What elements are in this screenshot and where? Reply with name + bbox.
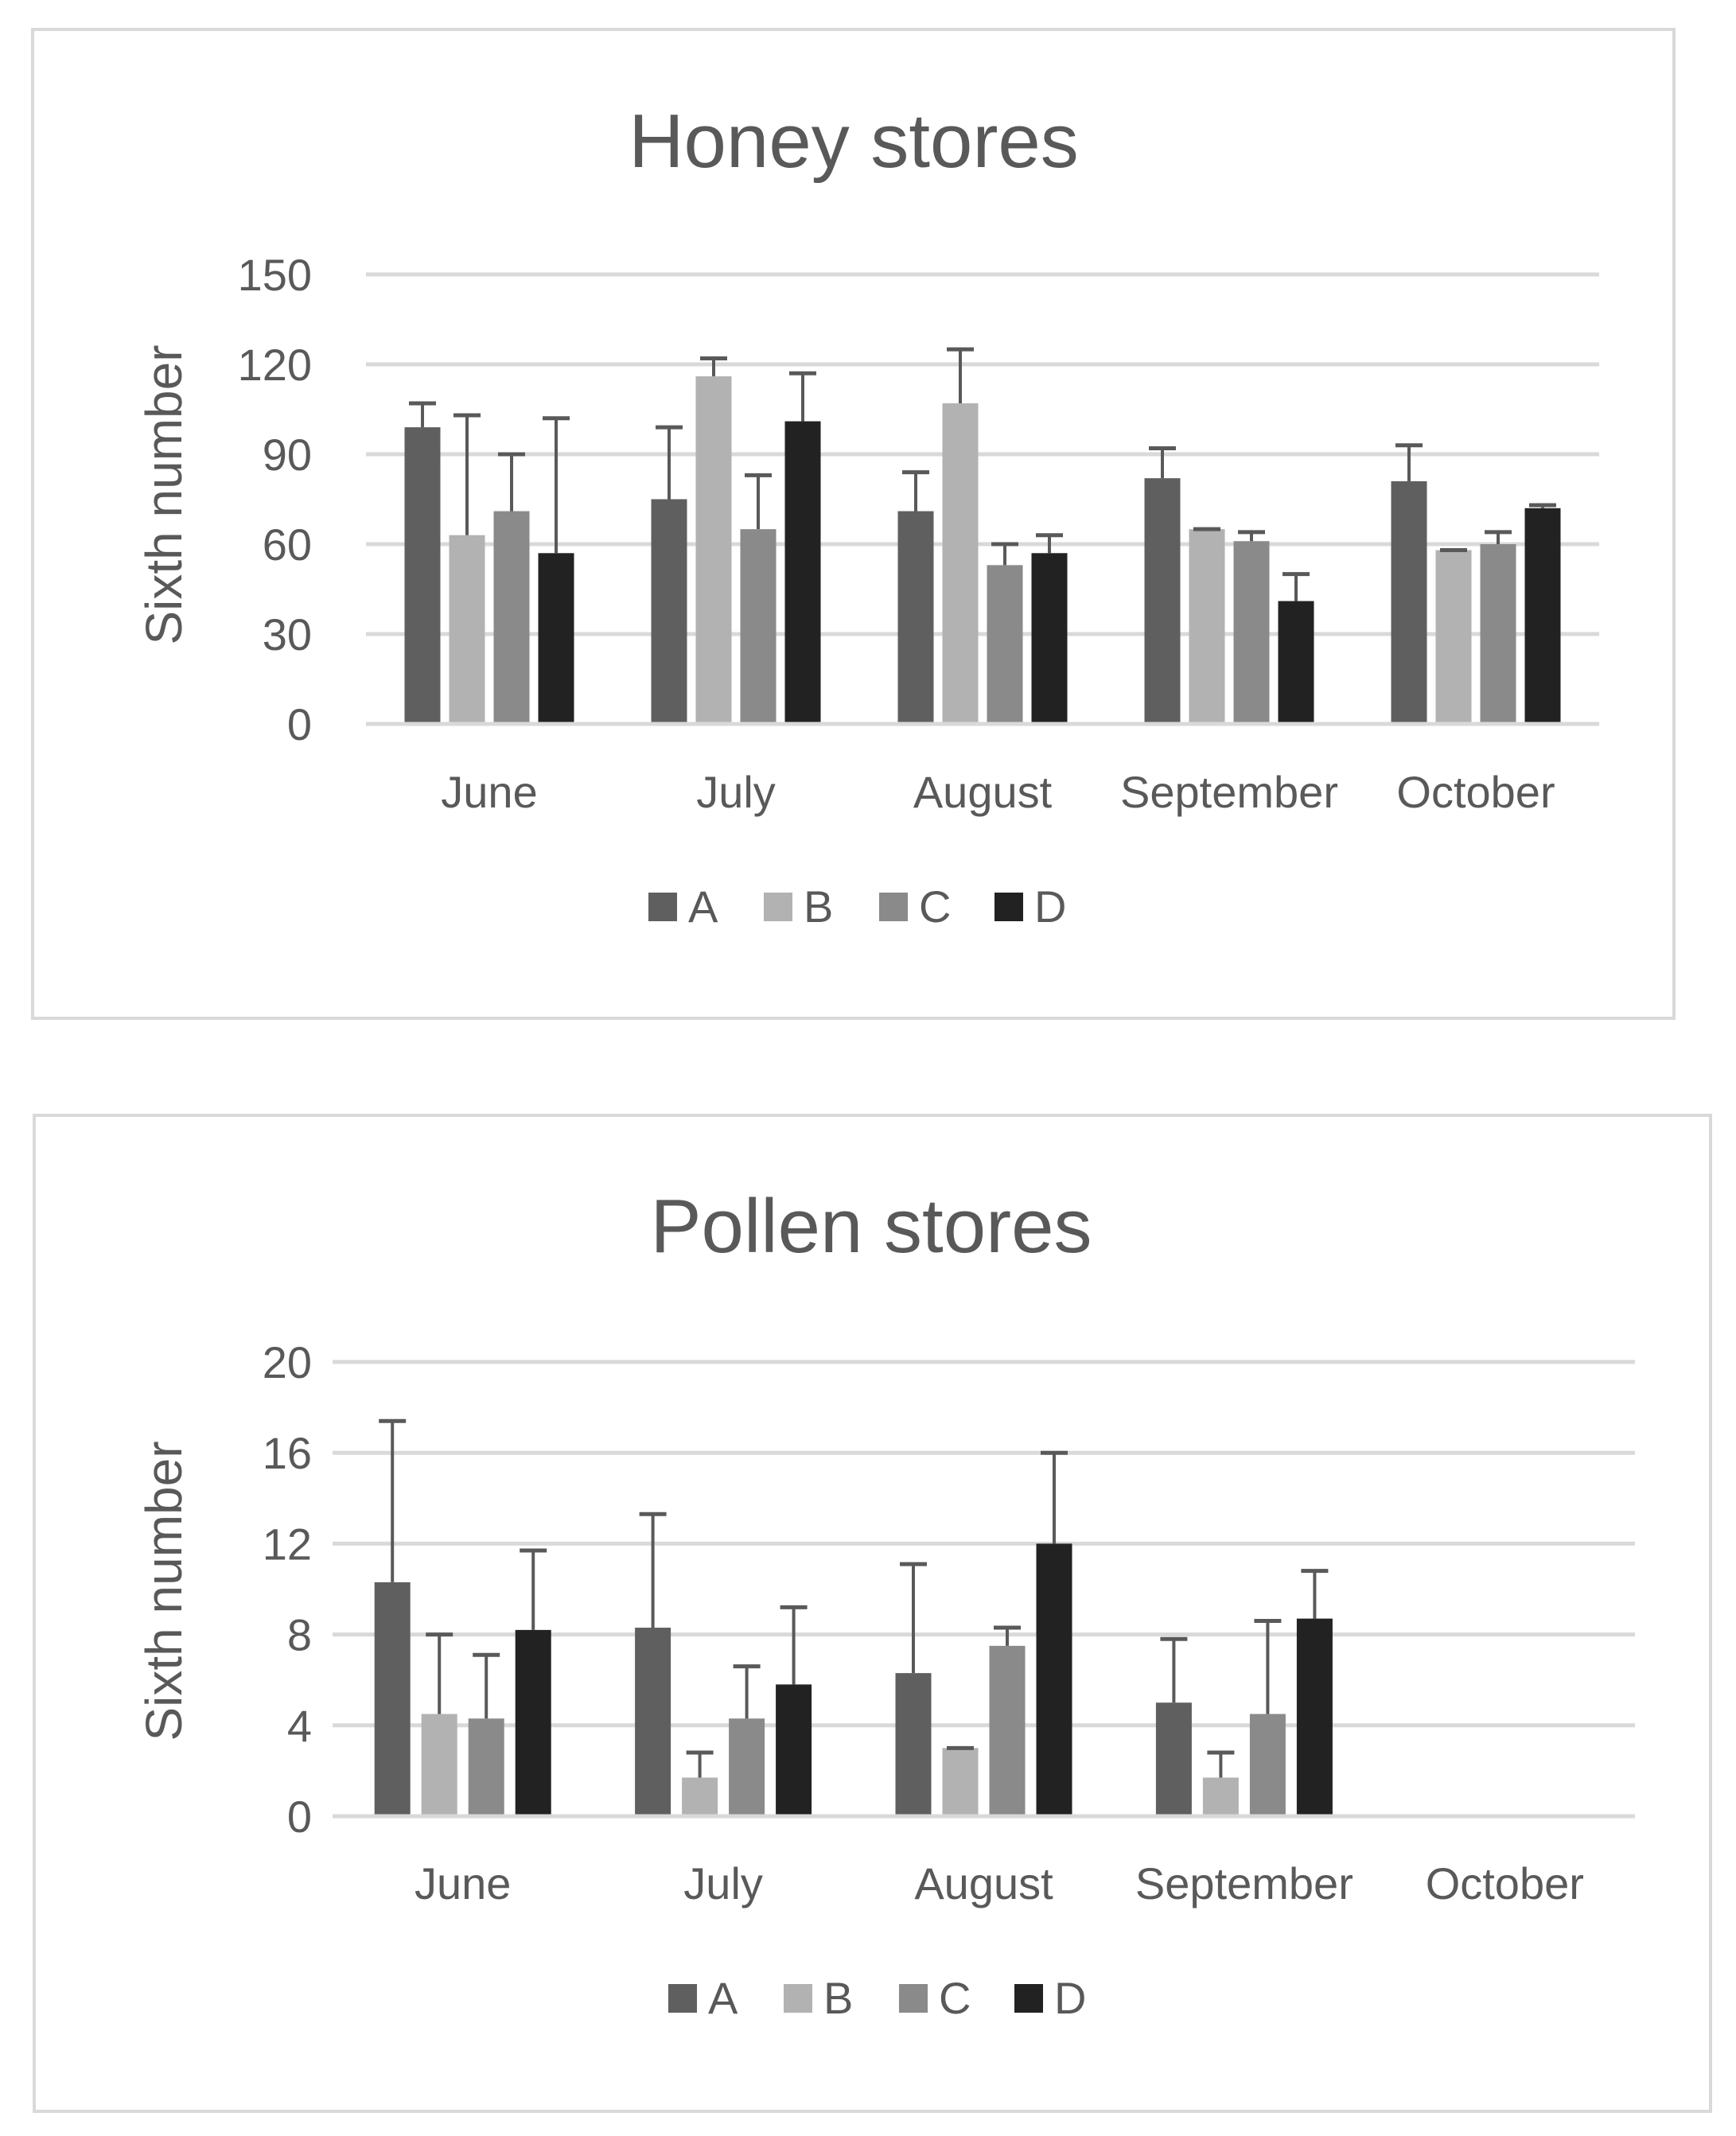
x-tick-label: July [683,1858,763,1908]
pollen-y-ticks: 0 4 8 12 16 20 [263,1337,312,1842]
bar-A-july [635,1628,671,1816]
y-tick-label: 20 [263,1337,312,1387]
y-tick-label: 90 [263,430,312,480]
y-tick-label: 120 [238,340,312,390]
bar-C-june [493,511,530,724]
legend-label-B: B [823,1973,853,2023]
bar-A-june [374,1582,411,1816]
bar-B-august [942,403,979,724]
y-tick-label: 150 [238,250,312,300]
y-tick-label: 0 [287,1792,312,1842]
x-tick-label: September [1135,1858,1353,1908]
bar-C-october [1480,544,1516,724]
legend-swatch-A [648,893,677,921]
pollen-x-ticks: June July August September October [415,1858,1584,1908]
legend-label-D: D [1034,881,1066,932]
bar-D-september [1296,1618,1333,1816]
legend-swatch-B [764,893,792,921]
bar-C-september [1233,541,1270,724]
y-tick-label: 30 [263,609,312,659]
bar-B-july [695,376,732,724]
y-tick-label: 8 [287,1610,312,1660]
legend-swatch-D [1014,1984,1043,2013]
pollen-bars [333,1418,1635,1819]
bar-A-august [895,1673,932,1816]
bar-D-august [1031,553,1068,724]
legend-swatch-C [879,893,908,921]
pollen-chart-title: Pollen stores [651,1184,1092,1269]
bar-B-september [1202,1777,1239,1816]
bar-C-july [729,1718,765,1816]
bar-C-august [989,1645,1026,1816]
bar-C-september [1249,1714,1286,1816]
bar-D-october [1524,508,1561,724]
bar-D-july [776,1684,812,1816]
bar-D-september [1278,601,1314,724]
honey-y-ticks: 0 30 60 90 120 150 [238,250,312,749]
x-tick-label: September [1120,767,1338,817]
bar-B-september [1189,529,1225,724]
bar-B-october [1435,550,1472,724]
honey-chart: Honey stores Sixth number 0306090120150 … [31,28,1676,1020]
honey-bars [366,347,1599,726]
legend-swatch-B [784,1984,812,2013]
x-tick-label: August [914,1858,1053,1908]
x-tick-label: October [1426,1858,1584,1908]
y-tick-label: 12 [263,1519,312,1569]
honey-legend: A B C D [648,881,1066,932]
legend-swatch-C [899,1984,928,2013]
legend-label-D: D [1054,1973,1086,2023]
pollen-chart: Pollen stores Sixth number 0 4 8 12 16 20 Jun… [33,1114,1712,2113]
x-tick-label: July [696,767,776,817]
legend-label-B: B [804,881,833,932]
bar-C-july [740,529,777,724]
bar-B-june [421,1714,457,1816]
bar-A-september [1155,1702,1192,1816]
bar-C-june [468,1718,504,1816]
honey-y-axis-label: Sixth number [135,344,193,644]
pollen-legend: A B C D [668,1973,1086,2023]
y-tick-label: 16 [263,1428,312,1478]
x-tick-label: June [441,767,537,817]
bar-A-june [404,427,441,724]
bar-B-june [449,535,485,724]
x-tick-label: August [913,767,1053,817]
legend-label-C: C [919,881,951,932]
y-tick-label: 0 [287,699,312,749]
bar-A-august [897,511,934,724]
pollen-chart-border [33,1114,1712,2113]
bar-A-september [1144,478,1181,724]
legend-label-A: A [708,1973,738,2023]
bar-B-july [682,1777,718,1816]
bar-D-august [1036,1543,1072,1816]
legend-swatch-A [668,1984,697,2013]
bar-C-august [987,565,1023,724]
legend-label-A: A [688,881,718,932]
y-tick-label: 60 [263,519,312,570]
bar-A-october [1391,481,1427,724]
honey-x-ticks: June July August September October [441,767,1555,817]
legend-label-C: C [939,1973,971,2023]
x-tick-label: October [1396,767,1555,817]
y-tick-label: 4 [287,1701,312,1751]
legend-swatch-D [995,893,1023,921]
bar-D-july [784,421,821,724]
bar-B-august [942,1748,979,1816]
bar-D-june [515,1629,551,1816]
x-tick-label: June [415,1858,511,1908]
bar-D-june [538,553,574,724]
honey-chart-title: Honey stores [629,99,1079,184]
pollen-y-axis-label: Sixth number [135,1441,193,1741]
bar-A-july [651,499,687,724]
